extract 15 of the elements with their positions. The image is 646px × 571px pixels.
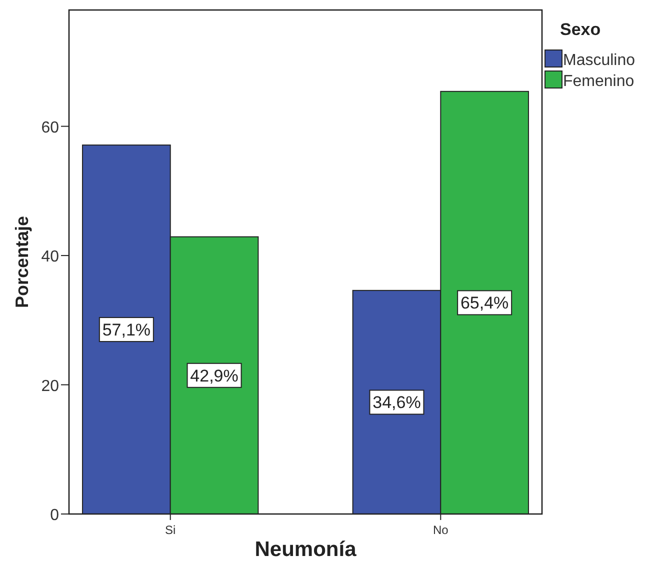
y-tick-label: 0 xyxy=(50,507,60,524)
legend-label: Femenino xyxy=(563,73,634,90)
data-label: 57,1% xyxy=(102,320,151,340)
x-tick-label: No xyxy=(432,523,449,537)
legend-title: Sexo xyxy=(560,20,601,39)
data-label: 65,4% xyxy=(460,294,509,313)
legend-label: Masculino xyxy=(563,52,636,69)
x-tick-label: Si xyxy=(165,523,176,537)
y-tick-label: 40 xyxy=(41,248,60,266)
y-axis-title: Porcentaje xyxy=(12,216,32,308)
y-tick-label: 20 xyxy=(41,378,60,395)
x-axis-title: Neumonía xyxy=(254,538,357,561)
data-label: 34,6% xyxy=(372,393,421,412)
y-tick-label: 60 xyxy=(41,119,60,136)
data-label: 42,9% xyxy=(190,366,238,386)
